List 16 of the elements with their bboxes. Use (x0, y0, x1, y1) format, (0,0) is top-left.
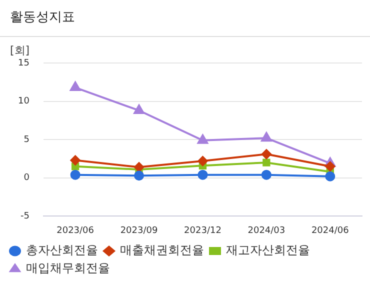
y-tick-label: -5 (20, 212, 30, 222)
chart-title: 활동성지표 (0, 0, 370, 37)
legend-label: 재고자산회전율 (226, 243, 310, 258)
y-tick-label: 0 (24, 173, 30, 184)
legend-label: 매출채권회전율 (120, 243, 204, 258)
y-axis-title: [회] (10, 44, 30, 57)
x-tick-label: 2024/06 (311, 226, 350, 236)
legend-label: 매입채무회전율 (26, 261, 110, 276)
x-tick-label: 2023/12 (184, 226, 222, 236)
y-tick-label: 10 (18, 96, 30, 107)
x-tick-label: 2024/03 (248, 226, 286, 236)
x-tick-label: 2023/06 (56, 226, 94, 236)
y-tick-label: 5 (24, 134, 30, 145)
legend-label: 총자산회전율 (26, 243, 98, 258)
y-tick-label: 15 (18, 58, 30, 68)
x-tick-label: 2023/09 (120, 226, 158, 236)
